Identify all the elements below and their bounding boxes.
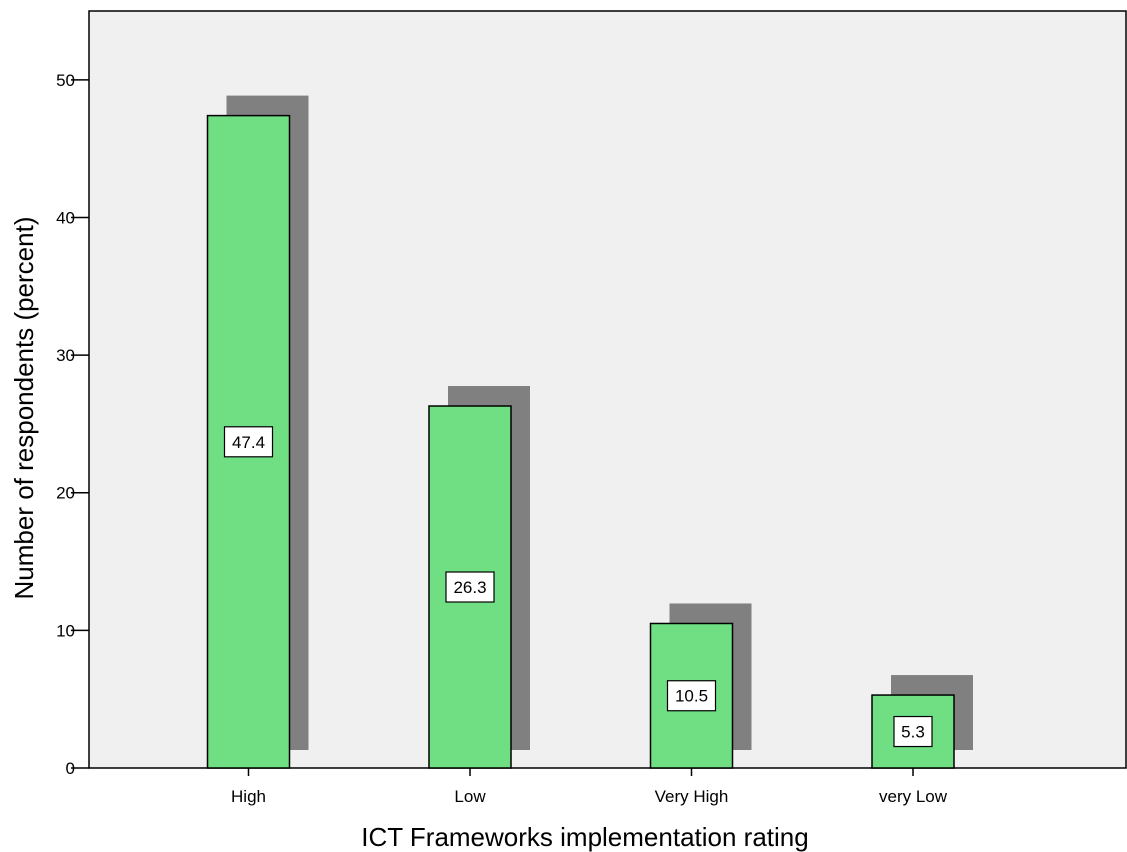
x-tick-label: very Low: [879, 787, 948, 806]
y-tick-label: 0: [66, 759, 75, 778]
y-tick-label: 50: [56, 71, 75, 90]
x-tick-label: Low: [454, 787, 486, 806]
data-label-box: [893, 715, 933, 748]
data-label: 47.4: [232, 433, 265, 452]
data-label-box: [445, 571, 495, 603]
bars: [206, 114, 955, 769]
y-tick-label: 10: [56, 621, 75, 640]
y-axis: 0 10 20 30 40 50: [56, 71, 89, 778]
y-tick-label: 40: [56, 208, 75, 227]
y-axis-title: Number of respondents (percent): [9, 217, 39, 600]
x-axis: High Low Very High very Low: [231, 768, 948, 806]
data-label: 5.3: [901, 723, 925, 742]
x-axis-title: ICT Frameworks implementation rating: [361, 822, 808, 852]
y-tick-label: 30: [56, 346, 75, 365]
x-tick-label: Very High: [655, 787, 729, 806]
data-label: 10.5: [675, 687, 708, 706]
bar: [428, 405, 512, 769]
data-labels: 47.4 26.3 10.5 5.3: [223, 426, 933, 748]
data-label-box: [223, 426, 274, 458]
data-label-box: [666, 680, 717, 712]
data-label: 26.3: [453, 578, 486, 597]
x-tick-label: High: [231, 787, 266, 806]
y-tick-label: 20: [56, 484, 75, 503]
